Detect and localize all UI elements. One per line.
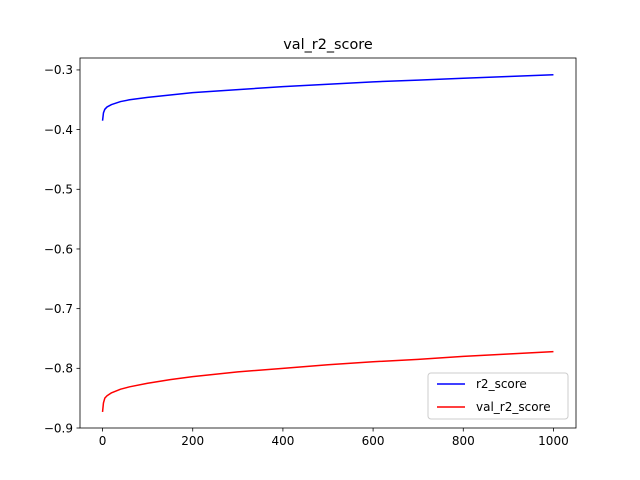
x-tick-label: 400 bbox=[271, 434, 294, 448]
y-tick-label: −0.5 bbox=[44, 183, 73, 197]
y-tick-label: −0.8 bbox=[44, 362, 73, 376]
y-tick-label: −0.7 bbox=[44, 302, 73, 316]
series-line-r2-score bbox=[101, 73, 554, 121]
y-tick-label: −0.6 bbox=[44, 242, 73, 256]
series-line-val-r2-score bbox=[101, 350, 554, 412]
legend-label-r2-score: r2_score bbox=[476, 377, 527, 391]
chart-title: val_r2_score bbox=[283, 37, 373, 53]
y-tick-label: −0.9 bbox=[44, 421, 73, 435]
legend-label-val-r2-score: val_r2_score bbox=[476, 400, 551, 414]
series-layer bbox=[101, 73, 554, 412]
x-tick-label: 0 bbox=[99, 434, 107, 448]
plot-area bbox=[80, 58, 576, 428]
x-tick-label: 800 bbox=[452, 434, 475, 448]
x-tick-label: 200 bbox=[181, 434, 204, 448]
y-tick-label: −0.4 bbox=[44, 123, 73, 137]
legend: r2_score val_r2_score bbox=[427, 372, 569, 420]
y-tick-label: −0.3 bbox=[44, 63, 73, 77]
y-axis: −0.3 −0.4 −0.5 −0.6 −0.7 −0.8 −0.9 bbox=[44, 63, 80, 435]
x-axis: 0 200 400 600 800 1000 bbox=[99, 428, 569, 448]
x-tick-label: 1000 bbox=[538, 434, 569, 448]
plot-frame bbox=[79, 57, 577, 429]
x-tick-label: 600 bbox=[362, 434, 385, 448]
